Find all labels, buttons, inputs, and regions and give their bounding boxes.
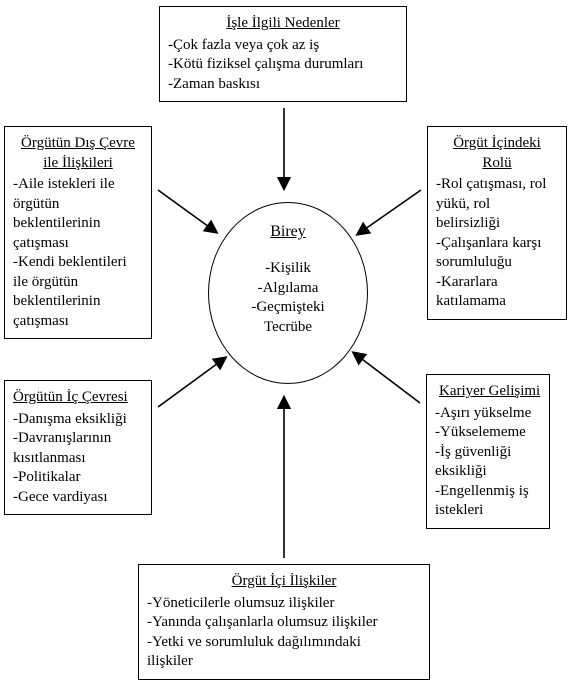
box-item: çatışması bbox=[13, 312, 143, 332]
center-title: Birey bbox=[270, 223, 306, 241]
box-top-left: Örgütün Dış Çevre ile İlişkileri -Aile i… bbox=[4, 126, 152, 339]
box-item: -İş güvenliği bbox=[435, 443, 541, 463]
title-line: ile İlişkileri bbox=[43, 155, 113, 171]
box-item: -Politikalar bbox=[13, 468, 143, 488]
box-item: -Aşırı yükselme bbox=[435, 404, 541, 424]
box-item: belirsizliği bbox=[436, 214, 558, 234]
box-item: eksikliği bbox=[435, 462, 541, 482]
box-item: çatışması bbox=[13, 234, 143, 254]
center-ellipse: Birey -Kişilik -Algılama -Geçmişteki Tec… bbox=[208, 202, 368, 384]
tl-arrow bbox=[158, 190, 216, 232]
box-item: -Rol çatışması, rol bbox=[436, 175, 558, 195]
box-item: -Kötü fiziksel çalışma durumları bbox=[168, 55, 398, 75]
box-item: -Davranışlarının bbox=[13, 429, 143, 449]
box-title: Örgüt İçindeki Rolü bbox=[436, 134, 558, 173]
box-item: -Gece vardiyası bbox=[13, 488, 143, 508]
box-item: -Çalışanlara karşı bbox=[436, 234, 558, 254]
center-item: -Kişilik bbox=[265, 259, 311, 279]
tr-arrow bbox=[358, 190, 421, 234]
title-line: Örgüt İçindeki bbox=[453, 135, 541, 151]
box-bottom-left: Örgütün İç Çevresi -Danışma eksikliği -D… bbox=[4, 380, 152, 515]
box-item: ile örgütün bbox=[13, 273, 143, 293]
box-item: -Çok fazla veya çok az iş bbox=[168, 36, 398, 56]
diagram-canvas: Birey -Kişilik -Algılama -Geçmişteki Tec… bbox=[0, 0, 571, 686]
box-title: Örgütün Dış Çevre ile İlişkileri bbox=[13, 134, 143, 173]
box-title: Örgütün İç Çevresi bbox=[13, 388, 143, 408]
box-item: katılamama bbox=[436, 292, 558, 312]
box-item: -Danışma eksikliği bbox=[13, 410, 143, 430]
box-bottom: Örgüt İçi İlişkiler -Yöneticilerle olums… bbox=[138, 564, 430, 680]
center-item: -Geçmişteki bbox=[251, 298, 324, 318]
box-item: -Yöneticilerle olumsuz ilişkiler bbox=[147, 594, 421, 614]
box-item: -Kendi beklentileri bbox=[13, 253, 143, 273]
box-item: yükü, rol bbox=[436, 195, 558, 215]
box-item: ilişkiler bbox=[147, 652, 421, 672]
box-item: -Yükselememe bbox=[435, 423, 541, 443]
box-item: beklentilerinin bbox=[13, 214, 143, 234]
box-item: -Aile istekleri ile bbox=[13, 175, 143, 195]
box-bottom-right: Kariyer Gelişimi -Aşırı yükselme -Yüksel… bbox=[426, 374, 550, 529]
box-item: istekleri bbox=[435, 501, 541, 521]
box-item: -Yetki ve sorumluluk dağılımındaki bbox=[147, 633, 421, 653]
title-line: Rolü bbox=[482, 155, 511, 171]
box-top: İşle İlgili Nedenler -Çok fazla veya çok… bbox=[159, 6, 407, 102]
box-title: İşle İlgili Nedenler bbox=[168, 14, 398, 34]
box-item: sorumluluğu bbox=[436, 253, 558, 273]
center-item: -Algılama bbox=[258, 279, 319, 299]
box-title: Örgüt İçi İlişkiler bbox=[147, 572, 421, 592]
box-item: kısıtlanması bbox=[13, 449, 143, 469]
box-title: Kariyer Gelişimi bbox=[439, 382, 541, 402]
center-item: Tecrübe bbox=[264, 318, 312, 338]
box-item: örgütün bbox=[13, 195, 143, 215]
br-arrow bbox=[354, 353, 420, 403]
box-item: -Zaman baskısı bbox=[168, 75, 398, 95]
bl-arrow bbox=[158, 358, 225, 407]
box-top-right: Örgüt İçindeki Rolü -Rol çatışması, rol … bbox=[427, 126, 567, 320]
box-item: -Kararlara bbox=[436, 273, 558, 293]
title-line: Örgütün Dış Çevre bbox=[21, 135, 135, 151]
box-item: -Yanında çalışanlarla olumsuz ilişkiler bbox=[147, 613, 421, 633]
box-item: -Engellenmiş iş bbox=[435, 482, 541, 502]
box-item: beklentilerinin bbox=[13, 292, 143, 312]
